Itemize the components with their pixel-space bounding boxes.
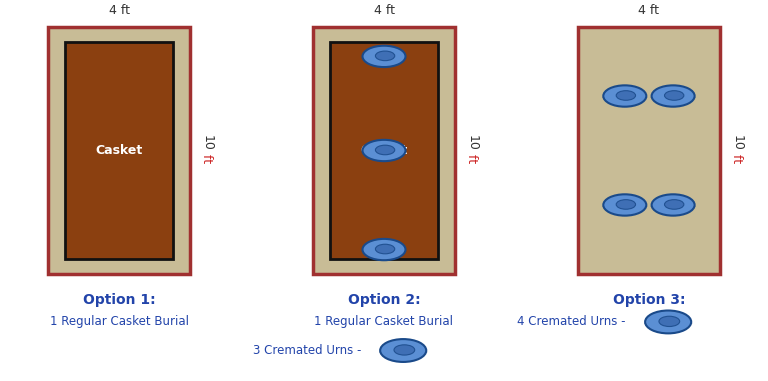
Text: 4 ft: 4 ft: [638, 4, 660, 17]
Text: 3 Cremated Urns -: 3 Cremated Urns -: [253, 344, 361, 357]
Circle shape: [362, 46, 406, 67]
Text: 10: 10: [200, 134, 214, 150]
Circle shape: [376, 145, 395, 155]
Circle shape: [616, 91, 636, 100]
Text: Casket: Casket: [360, 144, 408, 157]
Text: 10: 10: [730, 134, 743, 150]
Ellipse shape: [362, 149, 406, 155]
Text: ft: ft: [465, 150, 478, 163]
Ellipse shape: [362, 248, 406, 254]
Ellipse shape: [379, 349, 427, 355]
Ellipse shape: [650, 95, 696, 100]
Circle shape: [376, 51, 395, 61]
Text: Option 3:: Option 3:: [613, 293, 685, 307]
Text: 1 Regular Casket Burial: 1 Regular Casket Burial: [315, 315, 453, 328]
Ellipse shape: [650, 204, 696, 209]
Text: 1 Regular Casket Burial: 1 Regular Casket Burial: [50, 315, 188, 328]
Circle shape: [362, 239, 406, 260]
Circle shape: [664, 200, 684, 209]
Text: Option 1:: Option 1:: [83, 293, 155, 307]
Text: 4 ft: 4 ft: [108, 4, 130, 17]
Text: 10: 10: [465, 134, 478, 150]
Circle shape: [604, 194, 647, 216]
Bar: [330, 42, 438, 259]
Circle shape: [664, 91, 684, 100]
Ellipse shape: [644, 321, 693, 327]
Text: ft: ft: [200, 150, 214, 163]
Bar: [48, 27, 190, 274]
Text: Option 2:: Option 2:: [348, 293, 420, 307]
Circle shape: [616, 200, 636, 209]
Circle shape: [362, 140, 406, 161]
Circle shape: [645, 311, 691, 333]
Bar: [313, 27, 455, 274]
Text: Casket: Casket: [95, 144, 143, 157]
Circle shape: [380, 339, 426, 362]
Circle shape: [376, 244, 395, 254]
Text: 4 Cremated Urns -: 4 Cremated Urns -: [518, 315, 626, 328]
Circle shape: [651, 194, 694, 216]
Text: ft: ft: [730, 150, 743, 163]
Bar: [578, 27, 720, 274]
Ellipse shape: [362, 55, 406, 61]
Text: 4 ft: 4 ft: [373, 4, 395, 17]
Ellipse shape: [602, 95, 647, 100]
Circle shape: [659, 316, 680, 327]
Circle shape: [651, 85, 694, 107]
Bar: [65, 42, 173, 259]
Circle shape: [394, 345, 415, 355]
Circle shape: [604, 85, 647, 107]
Ellipse shape: [602, 204, 647, 209]
